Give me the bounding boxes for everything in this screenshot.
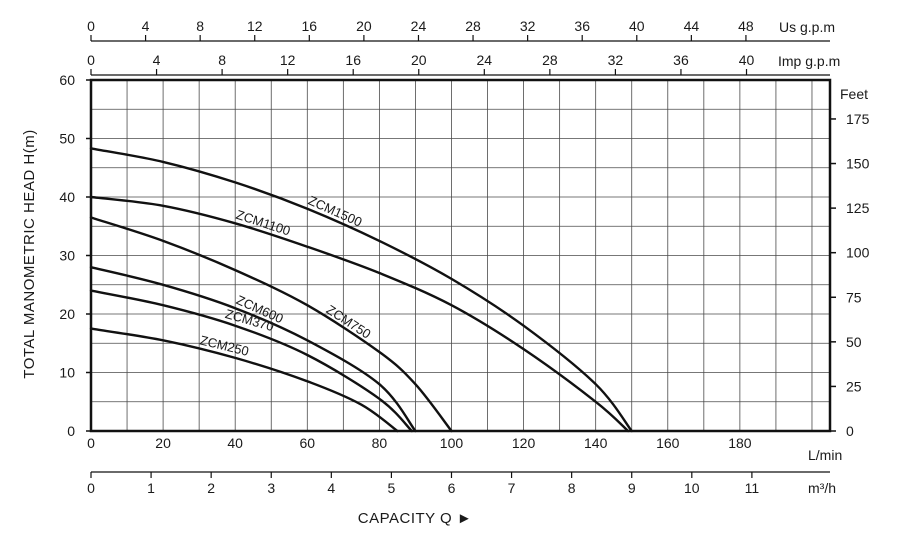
series-label-zcm1100: ZCM1100: [234, 207, 292, 239]
usgpm-tick-label: 44: [684, 18, 700, 34]
usgpm-tick-label: 24: [411, 18, 427, 34]
impgpm-tick-label: 8: [218, 52, 226, 68]
impgpm-tick-label: 32: [608, 52, 624, 68]
series-label-zcm750: ZCM750: [324, 302, 374, 342]
usgpm-tick-label: 36: [574, 18, 590, 34]
x-tick-label: 120: [512, 435, 536, 451]
m3h-tick-label: 7: [508, 480, 516, 496]
m3h-tick-label: 10: [684, 480, 700, 496]
x-tick-label: 80: [372, 435, 388, 451]
y-tick-label: 50: [59, 131, 75, 147]
usgpm-tick-label: 40: [629, 18, 645, 34]
feet-tick-label: 150: [846, 156, 870, 172]
x-tick-label: 100: [440, 435, 464, 451]
impgpm-tick-label: 16: [345, 52, 361, 68]
impgpm-tick-label: 36: [673, 52, 689, 68]
m3h-tick-label: 6: [448, 480, 456, 496]
x-tick-label: 40: [227, 435, 243, 451]
usgpm-tick-label: 4: [142, 18, 150, 34]
m3h-tick-label: 9: [628, 480, 636, 496]
series-line-zcm750: [89, 216, 453, 433]
y-axis-title: TOTAL MANOMETRIC HEAD H(m): [21, 129, 38, 378]
series-line-zcm1100: [89, 195, 630, 433]
m3h-tick-label: 3: [267, 480, 275, 496]
usgpm-tick-label: 48: [738, 18, 754, 34]
feet-tick-label: 75: [846, 289, 862, 305]
usgpm-tick-label: 28: [465, 18, 481, 34]
m3h-tick-label: 4: [327, 480, 335, 496]
x-tick-label: 20: [155, 435, 171, 451]
y-tick-label: 60: [59, 72, 75, 88]
lmin-unit: L/min: [808, 447, 842, 463]
m3h-tick-label: 2: [207, 480, 215, 496]
series-line-zcm1500: [89, 147, 633, 433]
y-tick-label: 0: [67, 423, 75, 439]
impgpm-tick-label: 20: [411, 52, 427, 68]
m3h-tick-label: 8: [568, 480, 576, 496]
m3h-unit: m³/h: [808, 480, 836, 496]
x-axis-title: CAPACITY Q ►: [358, 510, 472, 527]
impgpm-tick-label: 12: [280, 52, 296, 68]
m3h-tick-label: 5: [388, 480, 396, 496]
series-line-zcm250: [89, 327, 399, 433]
impgpm-tick-label: 28: [542, 52, 558, 68]
feet-tick-label: 25: [846, 378, 862, 394]
y-tick-label: 20: [59, 306, 75, 322]
y-tick-label: 40: [59, 189, 75, 205]
feet-tick-label: 175: [846, 111, 870, 127]
impgpm-tick-label: 24: [477, 52, 493, 68]
feet-tick-label: 125: [846, 200, 870, 216]
usgpm-tick-label: 8: [196, 18, 204, 34]
y-tick-label: 30: [59, 248, 75, 264]
x-tick-label: 160: [656, 435, 680, 451]
feet-tick-label: 100: [846, 245, 870, 261]
usgpm-tick-label: 12: [247, 18, 263, 34]
series-line-zcm600: [89, 266, 417, 433]
feet-unit: Feet: [840, 86, 868, 102]
series-lines: [89, 147, 633, 433]
x-tick-label: 180: [728, 435, 752, 451]
x-tick-label: 60: [300, 435, 316, 451]
impgpm-tick-label: 40: [739, 52, 755, 68]
m3h-tick-label: 1: [147, 480, 155, 496]
usgpm-tick-label: 32: [520, 18, 536, 34]
x-tick-label: 140: [584, 435, 608, 451]
series-line-zcm370: [89, 289, 413, 433]
m3h-tick-label: 11: [745, 480, 760, 496]
usgpm-tick-label: 20: [356, 18, 372, 34]
usgpm-unit: Us g.p.m: [779, 19, 835, 35]
x-tick-label: 0: [87, 435, 95, 451]
usgpm-tick-label: 0: [87, 18, 95, 34]
feet-tick-label: 0: [846, 423, 854, 439]
impgpm-tick-label: 4: [153, 52, 161, 68]
impgpm-unit: Imp g.p.m: [778, 53, 840, 69]
y-tick-label: 10: [59, 365, 75, 381]
impgpm-tick-label: 0: [87, 52, 95, 68]
m3h-tick-label: 0: [87, 480, 95, 496]
feet-tick-label: 50: [846, 334, 862, 350]
usgpm-tick-label: 16: [302, 18, 318, 34]
